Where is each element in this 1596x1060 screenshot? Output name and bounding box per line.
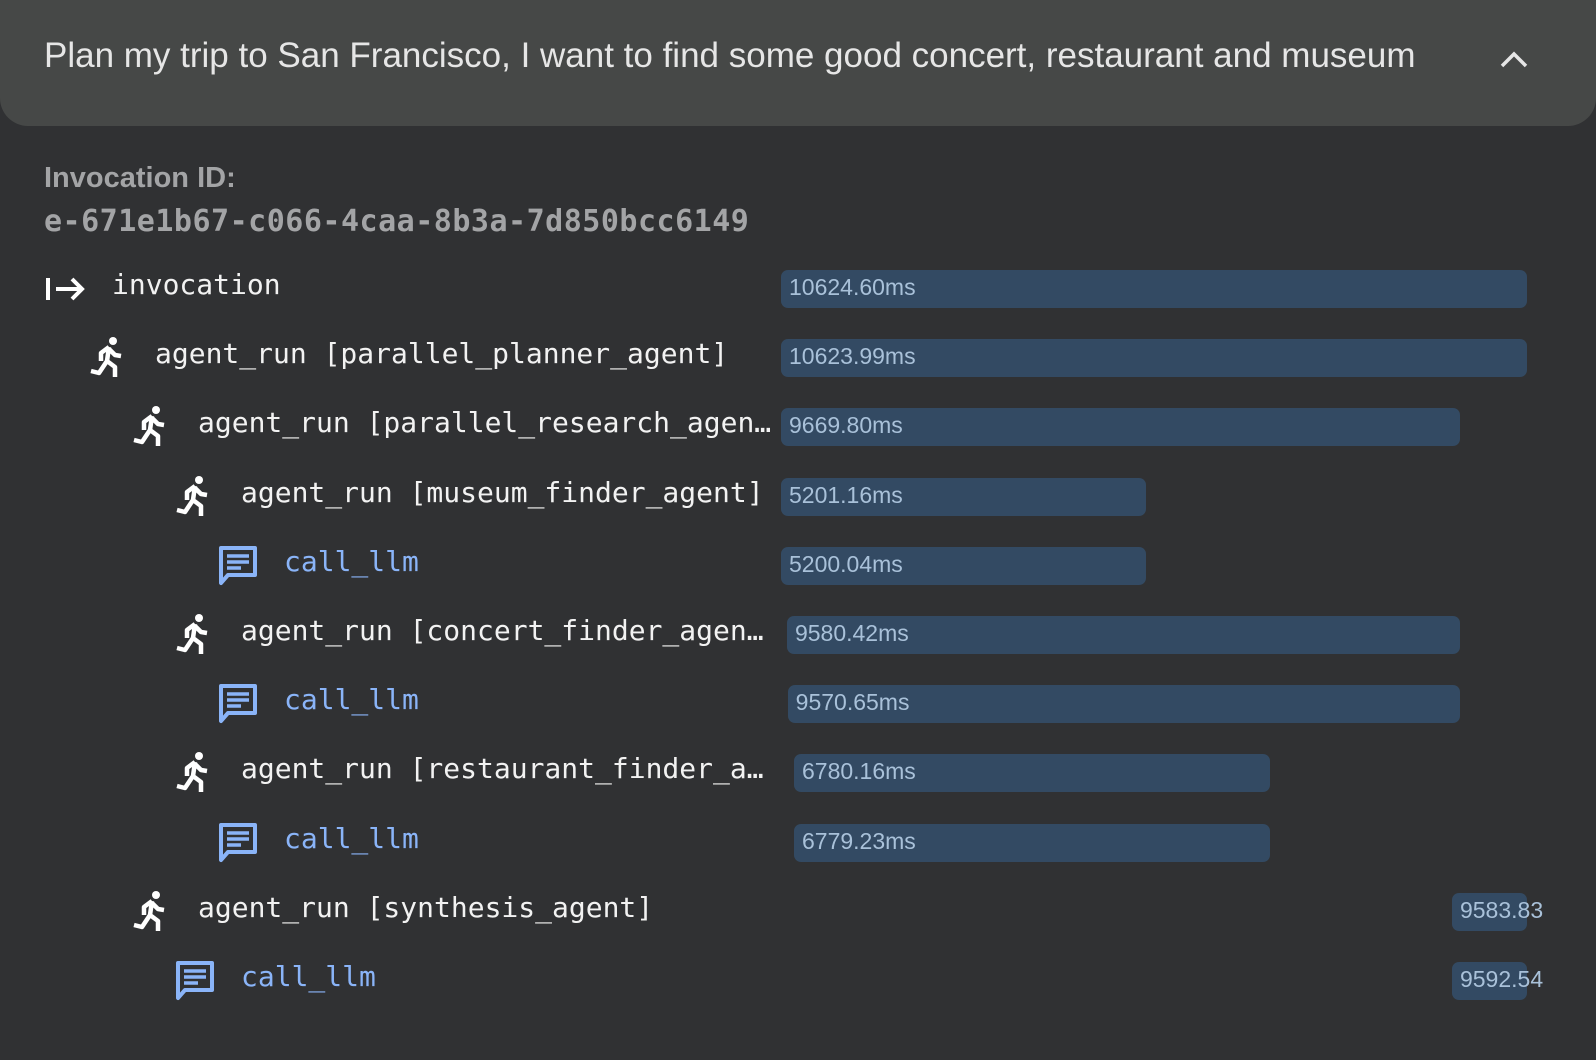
span-row-llm[interactable]: call_llm 9570.65ms [0, 673, 1596, 733]
duration-bar [787, 685, 1460, 724]
duration-label: 9592.54 [1459, 966, 1544, 992]
duration-bar [781, 339, 1527, 378]
running-person-icon [173, 750, 217, 794]
chat-message-icon [173, 958, 217, 1002]
span-label: agent_run [museum_finder_agent] [241, 475, 764, 509]
duration-bar [1451, 892, 1527, 931]
query-header[interactable]: Plan my trip to San Francisco, I want to… [0, 0, 1596, 126]
running-person-icon [173, 612, 217, 656]
span-row-llm[interactable]: call_llm 9592.54 [0, 950, 1596, 1010]
duration-bar [786, 616, 1460, 654]
duration-label: 10624.60ms [789, 274, 916, 300]
span-label: agent_run [synthesis_agent] [198, 890, 654, 924]
duration-bar [793, 754, 1271, 793]
duration-bar [781, 270, 1527, 308]
duration-label: 6780.16ms [801, 758, 916, 785]
chevron-up-icon[interactable] [1494, 40, 1534, 80]
invocation-arrow-icon [44, 266, 88, 310]
duration-label: 9669.80ms [789, 412, 903, 439]
running-person-icon [130, 404, 174, 448]
span-row-agent[interactable]: agent_run [parallel_research_agen… 9669.8… [0, 396, 1596, 456]
invocation-id-label: Invocation ID: [44, 162, 236, 194]
duration-label: 5200.04ms [789, 550, 903, 577]
span-label: call_llm [284, 821, 419, 855]
invocation-id-value: e-671e1b67-c066-4caa-8b3a-7d850bcc6149 [44, 204, 750, 239]
duration-label: 5201.16ms [789, 481, 903, 508]
span-row-llm[interactable]: call_llm 6779.23ms [0, 812, 1596, 872]
chat-message-icon [216, 681, 260, 725]
duration-label: 10623.99ms [789, 343, 916, 370]
span-label: agent_run [parallel_research_agen… [198, 406, 772, 440]
span-row-invocation[interactable]: invocation 10624.60ms [0, 258, 1596, 318]
query-title: Plan my trip to San Francisco, I want to… [44, 36, 1416, 75]
span-row-agent[interactable]: agent_run [restaurant_finder_a… 6780.16ms [0, 742, 1596, 802]
duration-bar [781, 546, 1147, 585]
duration-bar [793, 823, 1270, 862]
span-label: agent_run [restaurant_finder_a… [241, 752, 764, 786]
span-row-agent[interactable]: agent_run [synthesis_agent] 9583.83 [0, 881, 1596, 941]
span-row-agent[interactable]: agent_run [concert_finder_agen… 9580.42ms [0, 604, 1596, 664]
duration-bar [781, 408, 1460, 447]
chat-message-icon [216, 820, 260, 864]
duration-bar [1451, 962, 1527, 1000]
span-row-llm[interactable]: call_llm 5200.04ms [0, 535, 1596, 595]
span-label: agent_run [parallel_planner_agent] [155, 337, 729, 371]
span-label: call_llm [284, 544, 419, 578]
duration-label: 6779.23ms [801, 827, 916, 854]
duration-label: 9580.42ms [794, 620, 909, 646]
duration-label: 9570.65ms [795, 689, 910, 716]
running-person-icon [173, 474, 217, 518]
span-row-agent[interactable]: agent_run [parallel_planner_agent] 10623.… [0, 327, 1596, 387]
running-person-icon [130, 889, 174, 933]
span-label: invocation [112, 268, 281, 301]
duration-label: 9583.83 [1459, 896, 1544, 923]
span-label: call_llm [284, 683, 419, 717]
chat-message-icon [216, 543, 260, 587]
duration-bar [781, 477, 1147, 516]
running-person-icon [87, 335, 131, 379]
span-row-agent[interactable]: agent_run [museum_finder_agent] 5201.16ms [0, 466, 1596, 526]
span-label: agent_run [concert_finder_agen… [241, 614, 764, 647]
span-label: call_llm [241, 960, 376, 993]
